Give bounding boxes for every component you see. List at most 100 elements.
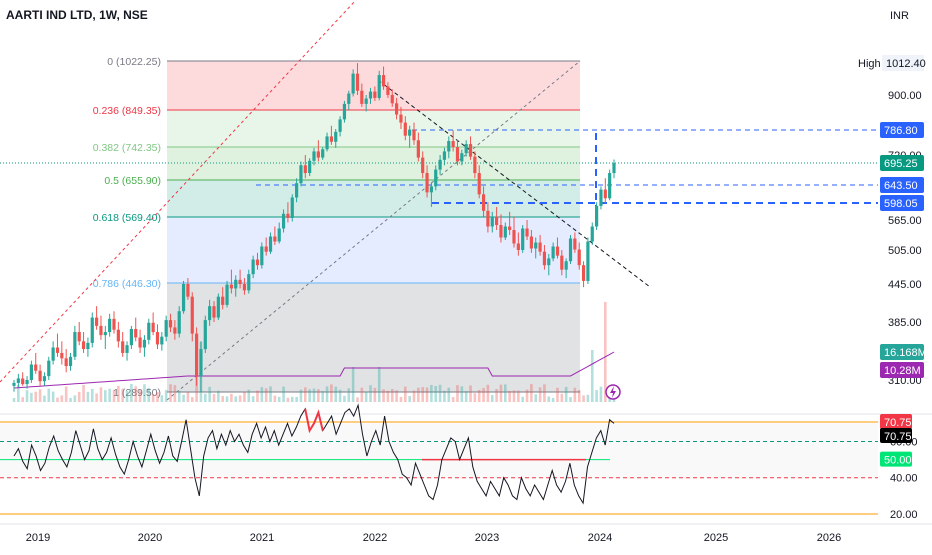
candle xyxy=(47,356,51,380)
candle-body xyxy=(21,378,25,385)
candle xyxy=(99,315,103,340)
volume-bar xyxy=(164,389,168,402)
rsi-badge: 70.75 xyxy=(880,428,912,443)
candle-body xyxy=(255,259,260,266)
volume-bar xyxy=(69,397,72,402)
volume-bar xyxy=(30,392,33,402)
candle-body xyxy=(99,325,103,336)
candle xyxy=(347,90,351,110)
candle-body xyxy=(538,242,542,252)
year-label-2026: 2026 xyxy=(817,532,841,544)
candle xyxy=(90,312,94,348)
volume-bar xyxy=(399,396,403,402)
volume-bar xyxy=(295,396,298,402)
volume-bar xyxy=(338,389,342,402)
candle-body xyxy=(129,328,133,346)
volume-bar xyxy=(108,388,111,402)
candle xyxy=(142,335,147,357)
candle xyxy=(51,341,55,365)
rsi-badge-value: 70.75 xyxy=(884,417,912,429)
candle-body xyxy=(38,370,42,382)
candle xyxy=(373,86,377,101)
volume-bar xyxy=(225,396,229,402)
volume-bar xyxy=(247,389,251,402)
candle xyxy=(134,317,138,342)
rsi-badge-bg xyxy=(880,414,912,429)
candle-body xyxy=(260,246,264,266)
candle-body xyxy=(547,258,551,266)
volume-bar xyxy=(25,390,29,402)
candle-body xyxy=(499,225,503,238)
candle-body xyxy=(60,352,64,359)
price-axis[interactable]: 900.00720.00565.00505.00445.00385.00310.… xyxy=(858,55,927,387)
candle xyxy=(308,158,312,177)
volume-bar xyxy=(495,389,498,402)
candle xyxy=(573,232,577,253)
candle xyxy=(164,315,168,342)
candle-body xyxy=(325,136,329,150)
candle-body xyxy=(286,213,290,218)
candle-body xyxy=(95,317,99,326)
candle xyxy=(334,128,338,148)
candle xyxy=(25,376,29,389)
candle-body xyxy=(225,284,229,305)
candle-body xyxy=(586,241,590,281)
candle-body xyxy=(108,318,112,333)
volume-bar xyxy=(590,350,594,402)
volume-bar xyxy=(386,390,390,402)
candle-body xyxy=(481,194,486,211)
currency-label[interactable]: INR xyxy=(890,10,909,22)
volume-bar xyxy=(343,395,346,402)
candle-body xyxy=(290,197,294,218)
volume-bar xyxy=(525,389,529,402)
price-tick-label: 900.00 xyxy=(888,90,922,102)
candle-body xyxy=(495,216,499,225)
candle-body xyxy=(229,284,233,289)
candle-body xyxy=(516,243,520,250)
candle xyxy=(138,329,142,353)
time-axis[interactable]: 2019 2020 2021 2022 2023 2024 2025 2026 xyxy=(0,523,932,544)
price-pane[interactable]: 0 (1022.25) 0.236 (849.35) 0.382 (742.35) 0… xyxy=(0,0,878,402)
candle xyxy=(529,230,533,253)
candle-body xyxy=(121,341,125,353)
candle xyxy=(108,313,112,337)
candle xyxy=(281,209,286,233)
volume-bar xyxy=(547,396,551,402)
candle-body xyxy=(390,95,394,104)
candle-body xyxy=(373,91,377,98)
badge-bg xyxy=(880,362,924,378)
candle-body xyxy=(160,336,164,345)
volume-bar xyxy=(347,388,351,402)
candle-body xyxy=(560,255,564,270)
candle-body xyxy=(77,332,81,342)
candle xyxy=(395,97,399,120)
volume-bar xyxy=(21,397,24,402)
candle xyxy=(29,360,33,383)
fib-zone-0.236 xyxy=(167,110,580,147)
volume-bar xyxy=(556,387,559,402)
badge-bg xyxy=(880,122,924,138)
volume-bar xyxy=(421,387,424,402)
year-label-2019: 2019 xyxy=(26,532,50,544)
candle xyxy=(403,116,407,141)
candle-body xyxy=(612,163,616,174)
candle xyxy=(568,235,573,265)
candle xyxy=(364,95,368,112)
candle xyxy=(195,327,199,386)
chart-title: AARTI IND LTD, 1W, NSE xyxy=(6,8,148,22)
candle-body xyxy=(147,322,151,340)
lightning-icon[interactable] xyxy=(605,384,621,400)
volume-bar xyxy=(125,390,129,402)
candle xyxy=(212,301,216,322)
volume-bar xyxy=(243,391,246,402)
volume-bar xyxy=(56,397,59,402)
volume-bar xyxy=(464,391,468,402)
candle xyxy=(377,70,381,101)
candle xyxy=(360,83,364,107)
candle xyxy=(351,69,355,97)
candle-body xyxy=(490,216,494,227)
candle-body xyxy=(103,332,107,336)
